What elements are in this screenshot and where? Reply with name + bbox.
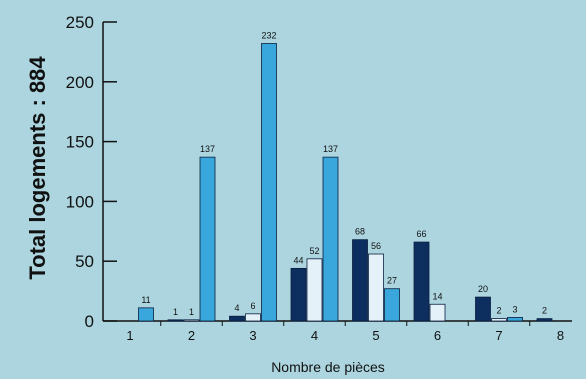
data-label: 68 [355,227,365,237]
y-tick-label: 100 [66,192,94,211]
x-ticks: 1 2 3 4 5 6 7 8 [126,321,564,343]
bars [138,43,553,322]
y-tick-label: 250 [66,13,94,32]
bar [322,156,339,322]
x-tick-label: 4 [311,328,318,343]
y-ticks: 0 50 100 150 200 250 [66,13,117,331]
bar [138,307,154,322]
data-label: 1 [189,307,194,317]
data-label: 3 [512,304,517,314]
bar [507,317,523,322]
bar [245,313,261,322]
bar [352,239,368,322]
y-tick-label: 150 [66,133,94,152]
bar [199,156,216,322]
x-tick-label: 1 [126,328,133,343]
data-label: 14 [432,291,442,301]
x-tick-label: 6 [434,328,441,343]
x-tick-label: 2 [188,328,195,343]
x-tick-label: 7 [495,328,502,343]
y-tick-label: 0 [85,312,94,331]
bar [229,315,245,322]
bar [306,258,323,322]
data-label: 232 [261,31,276,41]
x-tick-label: 8 [557,328,564,343]
bar [429,303,446,322]
data-label: 2 [496,306,501,316]
data-label: 2 [542,306,547,316]
x-axis-title: Nombre de pièces [271,359,385,375]
x-tick-label: 3 [249,328,256,343]
bar [491,318,507,322]
data-label: 56 [371,241,381,251]
data-label: 66 [416,229,426,239]
bar [475,296,491,322]
bar [413,241,430,322]
bar [261,43,277,322]
bar [368,253,384,322]
data-label: 11 [141,295,150,305]
data-label: 137 [323,144,338,154]
x-tick-label: 5 [372,328,379,343]
data-label: 44 [293,255,303,265]
data-label: 1 [173,307,178,317]
data-label: 52 [309,246,319,256]
bar [290,267,307,322]
y-tick-label: 200 [66,73,94,92]
bar [536,318,553,322]
data-label: 6 [250,301,255,311]
bar [183,319,200,322]
bar [167,319,184,322]
data-label: 20 [478,284,488,294]
data-label: 27 [387,276,397,286]
data-label: 137 [200,144,215,154]
y-axis-title: Total logements : 884 [25,56,50,280]
data-label: 4 [234,303,239,313]
y-tick-label: 50 [75,252,94,271]
bar [384,288,400,322]
